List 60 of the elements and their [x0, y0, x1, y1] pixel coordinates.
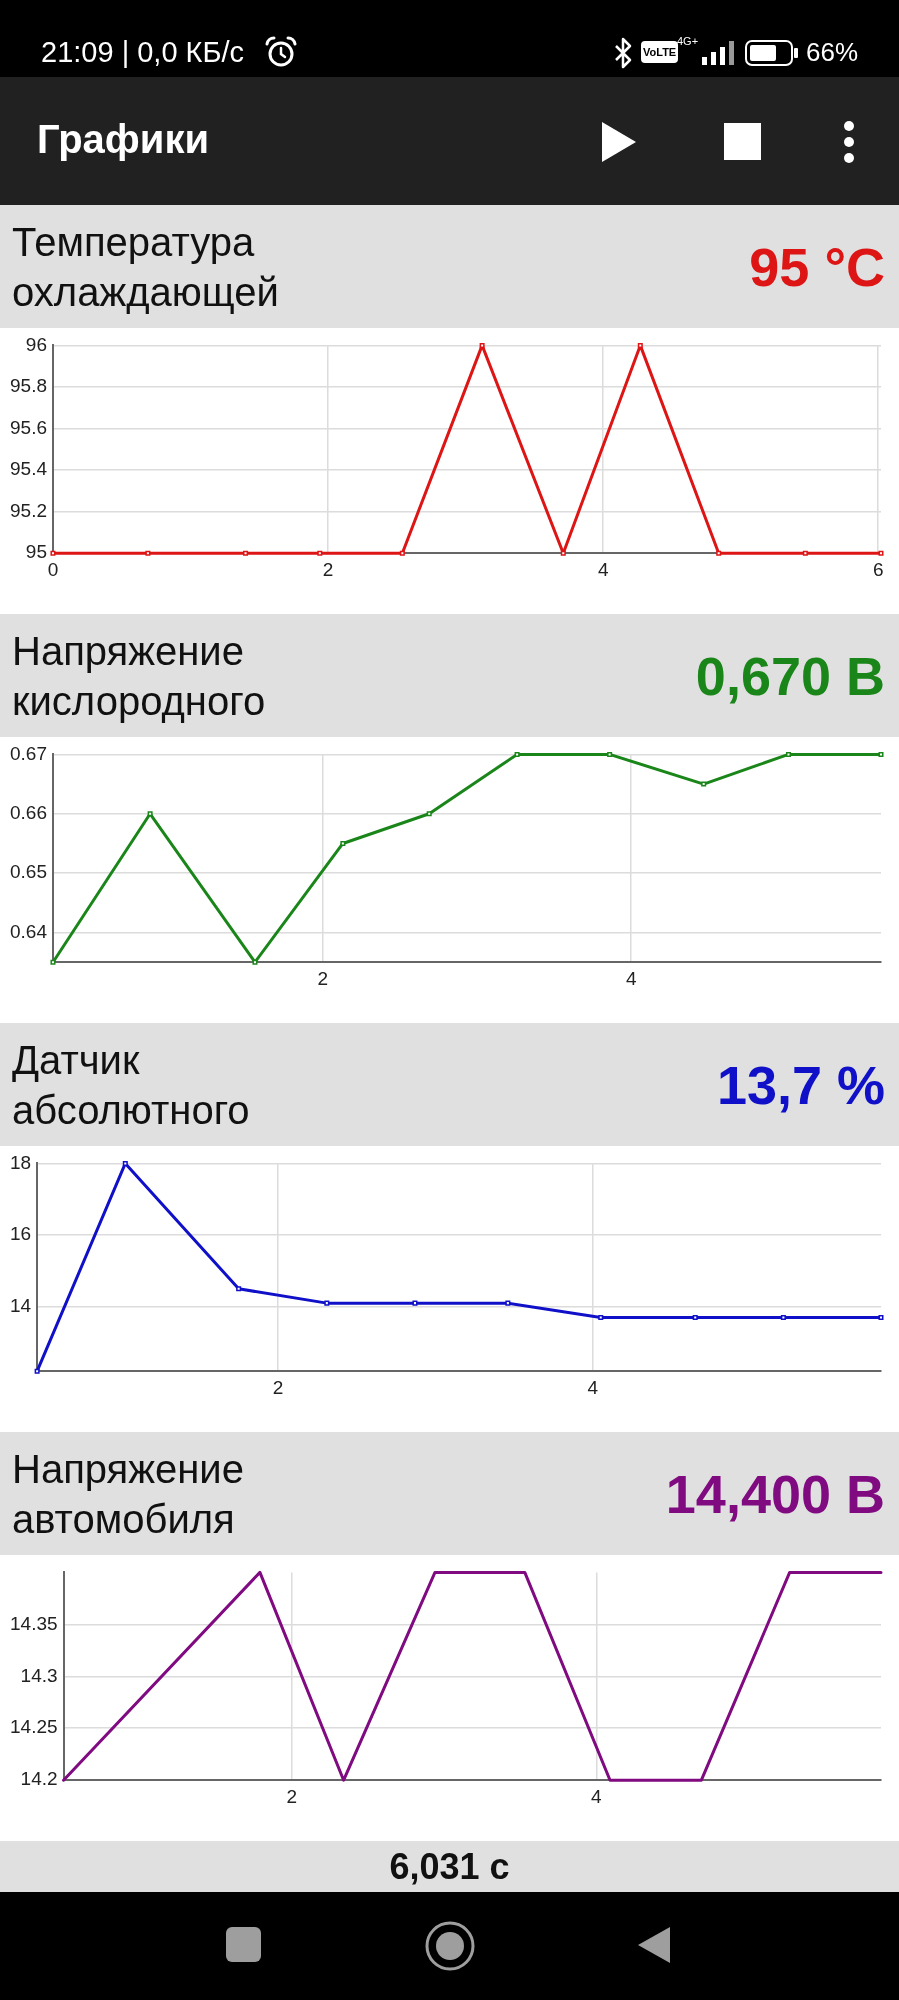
chart-title: Напряжение кислородного — [12, 627, 267, 725]
text: 66% — [806, 36, 859, 69]
x-tick-label: 4 — [597, 558, 609, 580]
y-tick-label: 95.8 — [10, 375, 47, 397]
point — [607, 751, 613, 757]
chart-title: Температура охлаждающей — [12, 218, 280, 316]
y-tick-label: 95.6 — [10, 416, 47, 438]
point — [598, 1314, 604, 1320]
y-tick-label: 95.2 — [10, 499, 47, 521]
y-tick-label: 14.3 — [20, 1664, 58, 1686]
point — [785, 751, 791, 757]
x-tick-label: 0 — [47, 558, 59, 580]
y-tick-label: 14.35 — [10, 1612, 58, 1634]
point — [780, 1314, 786, 1320]
point — [324, 1300, 330, 1306]
text: 4G+ — [677, 35, 699, 47]
x-tick-label: 2 — [317, 967, 329, 989]
text: 21:09 | 0,0 КБ/с — [41, 35, 245, 69]
y-tick-label: 14.2 — [20, 1768, 58, 1790]
y-tick-label: 0.64 — [10, 920, 48, 942]
x-tick-label: 2 — [286, 1785, 298, 1807]
chart-title: Датчик абсолютного — [12, 1036, 251, 1134]
point — [252, 959, 258, 965]
point — [878, 751, 884, 757]
y-tick-label: 95 — [25, 541, 47, 563]
y-tick-label: 96 — [25, 333, 47, 355]
text: Графики — [37, 116, 210, 163]
point — [236, 1286, 242, 1292]
point — [412, 1300, 418, 1306]
text: 13,7 % — [716, 1053, 885, 1116]
text: 14,400 В — [665, 1462, 885, 1525]
y-tick-label: 0.65 — [10, 861, 47, 883]
x-tick-label: 4 — [587, 1376, 599, 1398]
x-tick-label: 2 — [322, 558, 334, 580]
y-tick-label: 95.4 — [10, 458, 48, 480]
point — [426, 811, 432, 817]
y-tick-label: 14 — [9, 1294, 32, 1316]
text: 6,031 с — [0, 1841, 899, 1892]
point — [340, 840, 346, 846]
chart-title: Напряжение автомобиля — [12, 1445, 245, 1543]
text: 0,670 В — [695, 644, 885, 707]
x-tick-label: 2 — [272, 1376, 284, 1398]
x-tick-label: 4 — [625, 967, 637, 989]
point — [147, 811, 153, 817]
y-tick-label: 16 — [9, 1223, 32, 1245]
point — [122, 1160, 128, 1166]
point — [505, 1300, 511, 1306]
y-tick-label: 0.66 — [10, 802, 47, 824]
point — [50, 959, 56, 965]
text: 95 °C — [749, 235, 885, 298]
x-tick-label: 4 — [591, 1785, 603, 1807]
y-tick-label: 18 — [9, 1151, 32, 1173]
y-tick-label: 14.25 — [10, 1716, 58, 1738]
point — [701, 781, 707, 787]
point — [514, 751, 520, 757]
x-tick-label: 6 — [872, 558, 884, 580]
point — [692, 1314, 698, 1320]
point — [34, 1368, 40, 1374]
point — [878, 1314, 884, 1320]
y-tick-label: 0.67 — [10, 742, 47, 764]
